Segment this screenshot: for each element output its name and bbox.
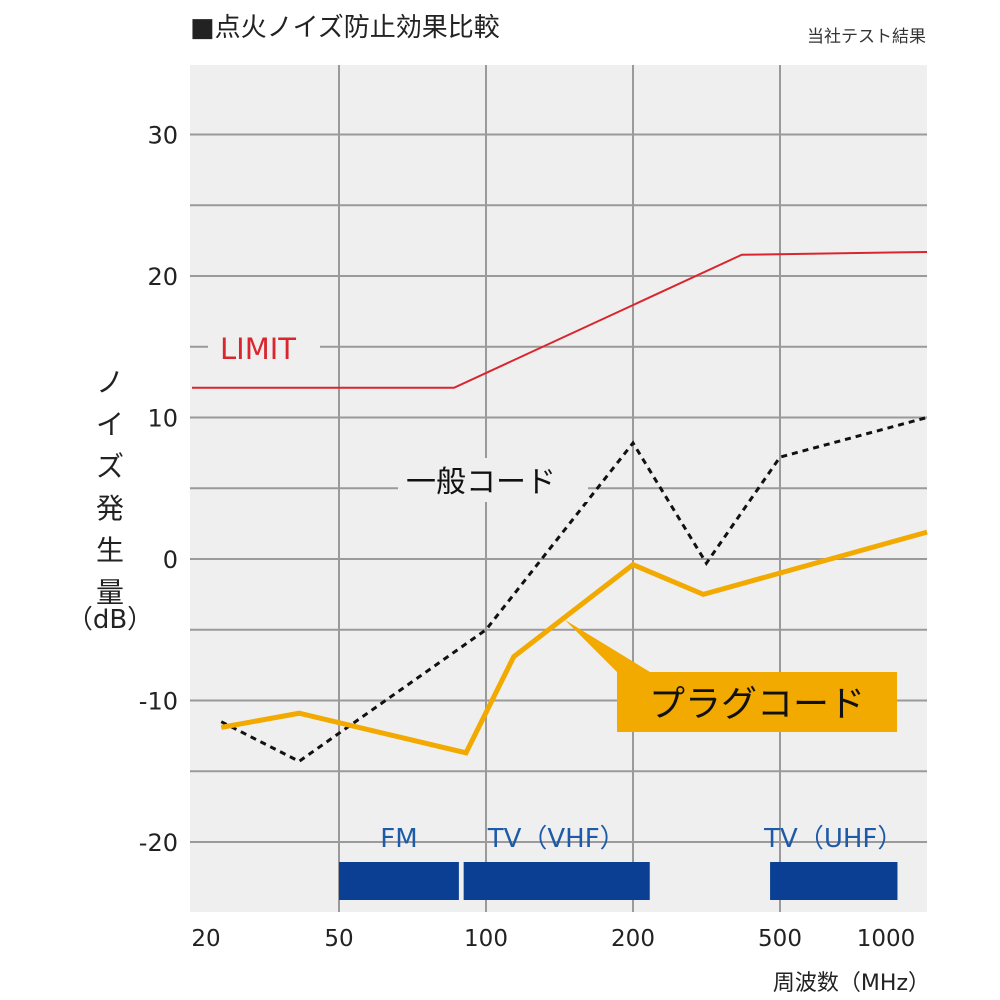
y-label-char: ズ [96, 450, 124, 483]
y-tick-label: -20 [139, 829, 178, 857]
legend-plug-cord: プラグコード [649, 684, 865, 725]
x-tick-label: 50 [324, 926, 353, 952]
x-tick-label: 20 [191, 926, 220, 952]
x-tick-label: 1000 [857, 926, 916, 952]
band-label: FM [380, 824, 417, 854]
y-tick-label: 20 [147, 263, 178, 291]
x-tick-label: 200 [611, 926, 655, 952]
callout-pointer [565, 620, 650, 672]
y-tick-label: 30 [147, 122, 178, 150]
legend-bg [398, 458, 588, 502]
legend-bg [208, 326, 320, 370]
y-label-char: 量 [96, 576, 124, 609]
band-label: TV（UHF） [763, 824, 903, 854]
legend-general-cord: 一般コード [406, 465, 556, 500]
y-tick-label: 0 [163, 546, 178, 574]
band-label: TV（VHF） [487, 824, 626, 854]
y-label-char: イ [96, 408, 124, 441]
band-bar [463, 862, 650, 900]
series-line [192, 250, 928, 389]
chart-title: ■点火ノイズ防止効果比較 [190, 13, 500, 43]
y-label-char: （dB） [67, 605, 153, 635]
band-bar [770, 862, 898, 900]
y-label-char: 生 [96, 534, 124, 567]
x-tick-label: 500 [758, 926, 802, 952]
y-tick-label: 10 [147, 405, 178, 433]
band-bar [339, 862, 459, 900]
x-tick-label: 100 [464, 926, 508, 952]
x-axis-label: 周波数（MHz） [773, 971, 930, 996]
legend-limit: LIMIT [220, 332, 296, 366]
callout-box [617, 672, 897, 732]
chart-subtitle: 当社テスト結果 [807, 27, 926, 47]
y-label-char: ノ [96, 366, 124, 399]
y-label-char: 発 [96, 492, 124, 525]
y-tick-label: -10 [139, 688, 178, 716]
